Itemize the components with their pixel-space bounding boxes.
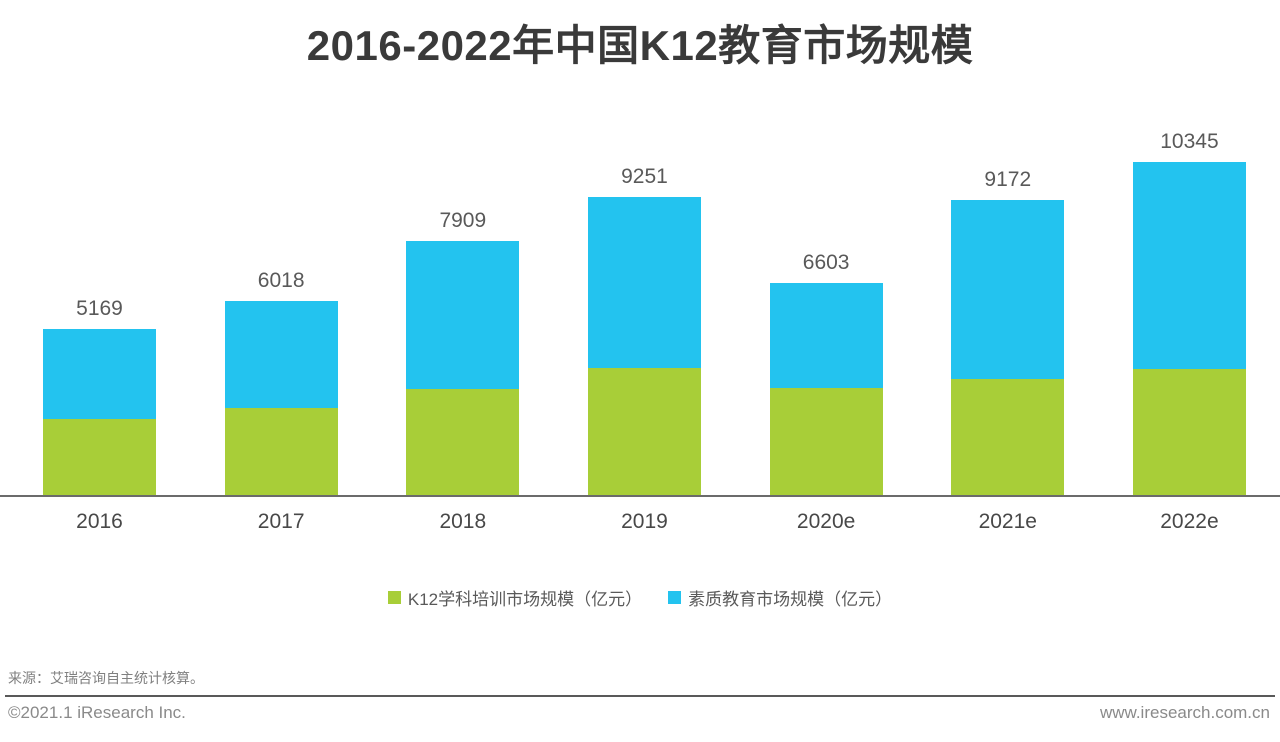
x-axis-label: 2018: [439, 510, 487, 534]
bar-total-label: 10345: [1160, 130, 1219, 154]
x-axis-label: 2022e: [1160, 510, 1219, 534]
segment-suzhi-education: [587, 197, 701, 368]
stacked-bar: [406, 240, 520, 496]
segment-k12-training: [1132, 369, 1246, 496]
segment-k12-training: [951, 378, 1065, 496]
footer: 来源：艾瑞咨询自主统计核算。 ©2021.1 iResearch Inc. ww…: [0, 668, 1280, 723]
stacked-bar: [951, 199, 1065, 496]
plot-area: 5169 6018 7909 9251 6603 9172 10345: [43, 128, 1246, 496]
source-note: 来源：艾瑞咨询自主统计核算。: [8, 670, 204, 686]
bar-total-label: 6018: [257, 269, 305, 293]
legend-swatch-green-icon: [387, 591, 401, 605]
bar-column: 10345: [1132, 130, 1246, 496]
stacked-bar: [224, 301, 338, 496]
bar-total-label: 9172: [984, 167, 1032, 191]
x-axis-label: 2016: [76, 510, 123, 534]
footer-row: ©2021.1 iResearch Inc. www.iresearch.com…: [0, 697, 1280, 723]
legend-swatch-blue-icon: [668, 591, 682, 605]
x-axis-label: 2021e: [978, 510, 1037, 534]
bar-column: 5169: [43, 296, 156, 496]
legend-label-suzhi-education: 素质教育市场规模（亿元）: [688, 590, 893, 610]
legend-item-suzhi-education: 素质教育市场规模（亿元）: [668, 585, 892, 610]
x-axis-label: 2020e: [796, 510, 856, 534]
chart-title: 2016-2022年中国K12教育市场规模: [306, 22, 974, 69]
stacked-bar: [769, 282, 883, 496]
legend-item-k12-training: K12学科培训市场规模（亿元）: [387, 585, 643, 610]
website-url: www.iresearch.com.cn: [1099, 703, 1270, 722]
segment-k12-training: [224, 407, 338, 496]
bar-column: 9172: [951, 167, 1065, 496]
bar-column: 7909: [406, 208, 520, 496]
bar-total-label: 7909: [439, 208, 487, 232]
segment-suzhi-education: [1132, 162, 1246, 370]
x-axis-line: [0, 495, 1280, 498]
segment-k12-training: [769, 387, 883, 496]
stacked-bar: [587, 197, 701, 496]
legend: K12学科培训市场规模（亿元） 素质教育市场规模（亿元）: [0, 585, 1280, 610]
stacked-bar: [43, 328, 156, 496]
bar-column: 6603: [769, 250, 883, 496]
x-axis-label: 2017: [257, 510, 305, 534]
segment-suzhi-education: [406, 240, 520, 389]
segment-suzhi-education: [951, 199, 1065, 379]
bar-total-label: 9251: [621, 165, 668, 189]
x-axis-label: 2019: [621, 510, 668, 534]
footer-divider: [5, 695, 1275, 697]
segment-suzhi-education: [769, 282, 883, 388]
bar-total-label: 6603: [802, 250, 850, 274]
segment-k12-training: [587, 367, 701, 496]
legend-label-k12-training: K12学科培训市场规模（亿元）: [407, 590, 643, 610]
segment-k12-training: [406, 388, 520, 496]
bar-column: 9251: [587, 165, 701, 496]
x-axis-labels: 2016 2017 2018 2019 2020e 2021e 2022e: [43, 497, 1246, 534]
segment-suzhi-education: [224, 301, 338, 408]
segment-suzhi-education: [43, 328, 156, 420]
copyright-text: ©2021.1 iResearch Inc.: [8, 703, 186, 722]
segment-k12-training: [43, 419, 156, 496]
bar-total-label: 5169: [76, 296, 123, 320]
bar-column: 6018: [224, 269, 338, 496]
stacked-bar: [1132, 162, 1246, 496]
